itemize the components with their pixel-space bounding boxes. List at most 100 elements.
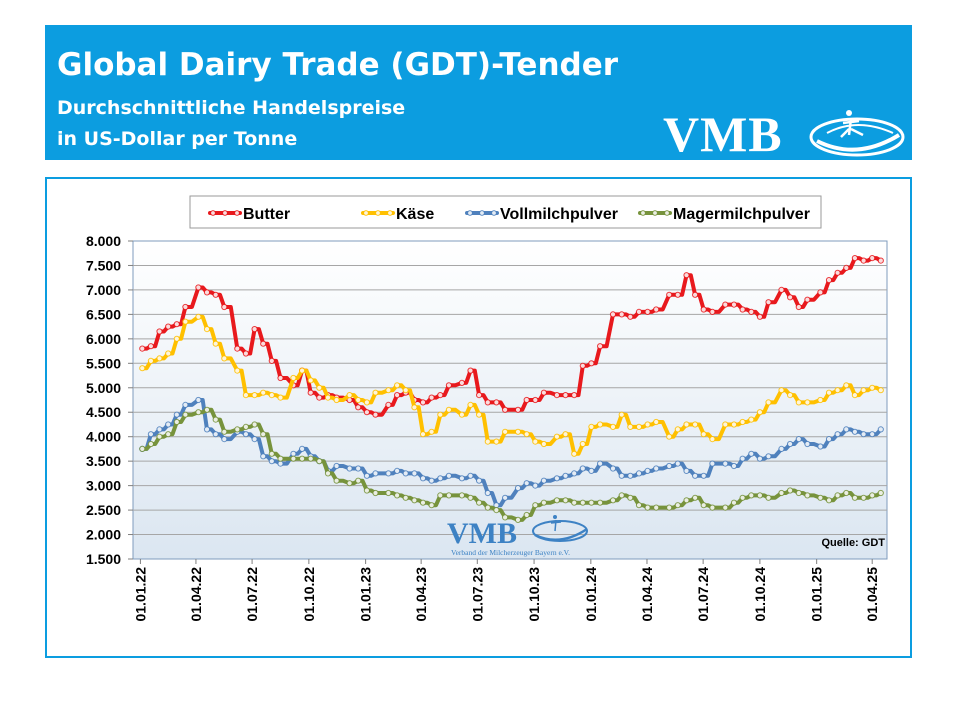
- legend-item-vollmilchpulver: Vollmilchpulver: [465, 206, 618, 223]
- data-point: [532, 438, 539, 445]
- data-point: [804, 399, 811, 406]
- data-point: [195, 313, 202, 320]
- data-point: [851, 494, 859, 501]
- data-point: [843, 426, 850, 433]
- data-point: [700, 431, 707, 438]
- x-axis: 01.01.22 01.04.22 01.07.22 01.10.22 01.01.23…: [132, 559, 880, 622]
- data-point: [635, 308, 643, 315]
- legend-item-kaese: Käse: [361, 206, 434, 223]
- data-point: [242, 431, 249, 438]
- series-kaese: [139, 313, 884, 457]
- data-point: [147, 343, 155, 350]
- data-point: [674, 291, 681, 298]
- data-point: [843, 382, 850, 389]
- data-point: [324, 394, 332, 401]
- data-point: [795, 303, 802, 311]
- watermark-logo: VMB Verband der Milcherzeuger Bayern e.V…: [447, 515, 588, 557]
- data-point: [182, 401, 189, 408]
- data-point: [411, 404, 418, 411]
- data-point: [804, 296, 811, 303]
- data-point: [683, 497, 690, 504]
- data-point: [540, 477, 547, 484]
- legend-marker: [387, 210, 393, 216]
- data-point: [372, 470, 379, 477]
- data-point: [428, 477, 435, 484]
- data-point: [419, 475, 427, 482]
- data-point: [212, 291, 219, 298]
- series-lines: [139, 255, 884, 523]
- data-point: [756, 313, 764, 320]
- data-point: [212, 431, 219, 438]
- x-tick-label: 01.01.25: [809, 567, 825, 622]
- data-point: [260, 389, 267, 396]
- x-tick-label: 01.01.23: [358, 567, 374, 622]
- data-point: [458, 475, 465, 482]
- data-point: [860, 494, 867, 501]
- data-point: [165, 431, 172, 438]
- data-point: [635, 423, 643, 430]
- data-point: [394, 382, 401, 389]
- data-point: [618, 472, 625, 479]
- data-point: [609, 423, 617, 430]
- y-tick-label: 1.500: [86, 551, 121, 567]
- x-tick-label: 01.10.22: [301, 567, 317, 622]
- data-point: [817, 289, 824, 296]
- data-point: [877, 489, 884, 497]
- data-point: [182, 303, 189, 311]
- data-point: [234, 367, 241, 374]
- data-point: [869, 255, 876, 262]
- data-point: [476, 411, 483, 418]
- legend-marker: [234, 210, 240, 216]
- data-point: [532, 482, 539, 489]
- data-point: [221, 303, 228, 311]
- data-point: [290, 374, 297, 382]
- data-point: [411, 497, 418, 504]
- data-point: [182, 318, 189, 325]
- data-point: [722, 301, 729, 308]
- data-point: [523, 431, 530, 438]
- legend-marker: [210, 210, 216, 216]
- data-point: [268, 392, 275, 399]
- data-point: [635, 502, 643, 509]
- data-point: [722, 421, 729, 428]
- data-point: [597, 421, 604, 428]
- data-point: [484, 489, 491, 497]
- data-point: [795, 399, 802, 406]
- data-point: [653, 504, 660, 511]
- data-point: [748, 492, 755, 499]
- data-point: [182, 411, 189, 418]
- y-tick-label: 4.500: [86, 404, 121, 420]
- legend-item-magermilchpulver: Magermilchpulver: [638, 206, 810, 223]
- data-point: [756, 409, 764, 416]
- data-point: [532, 396, 539, 404]
- x-tick-label: 01.07.22: [244, 567, 260, 622]
- data-point: [683, 272, 690, 279]
- data-point: [419, 399, 427, 406]
- data-point: [700, 472, 707, 479]
- data-point: [493, 399, 500, 406]
- data-point: [683, 467, 690, 474]
- data-point: [700, 306, 707, 313]
- data-point: [666, 504, 673, 511]
- data-point: [437, 492, 444, 499]
- data-point: [834, 269, 841, 276]
- data-point: [234, 345, 241, 352]
- data-point: [195, 396, 202, 404]
- legend-marker: [491, 210, 497, 216]
- data-point: [571, 450, 578, 457]
- data-point: [147, 440, 155, 448]
- x-tick-label: 01.04.22: [188, 567, 204, 622]
- data-point: [851, 392, 859, 399]
- data-point: [765, 494, 772, 501]
- data-point: [692, 291, 699, 298]
- data-point: [277, 394, 284, 401]
- data-point: [756, 492, 764, 499]
- data-point: [165, 421, 172, 428]
- data-point: [234, 426, 241, 433]
- data-point: [674, 460, 681, 467]
- watermark-caption: Verband der Milcherzeuger Bayern e.V.: [451, 548, 570, 557]
- data-point: [385, 387, 392, 394]
- data-point: [860, 387, 867, 394]
- data-point: [609, 465, 617, 472]
- legend-marker: [363, 210, 369, 216]
